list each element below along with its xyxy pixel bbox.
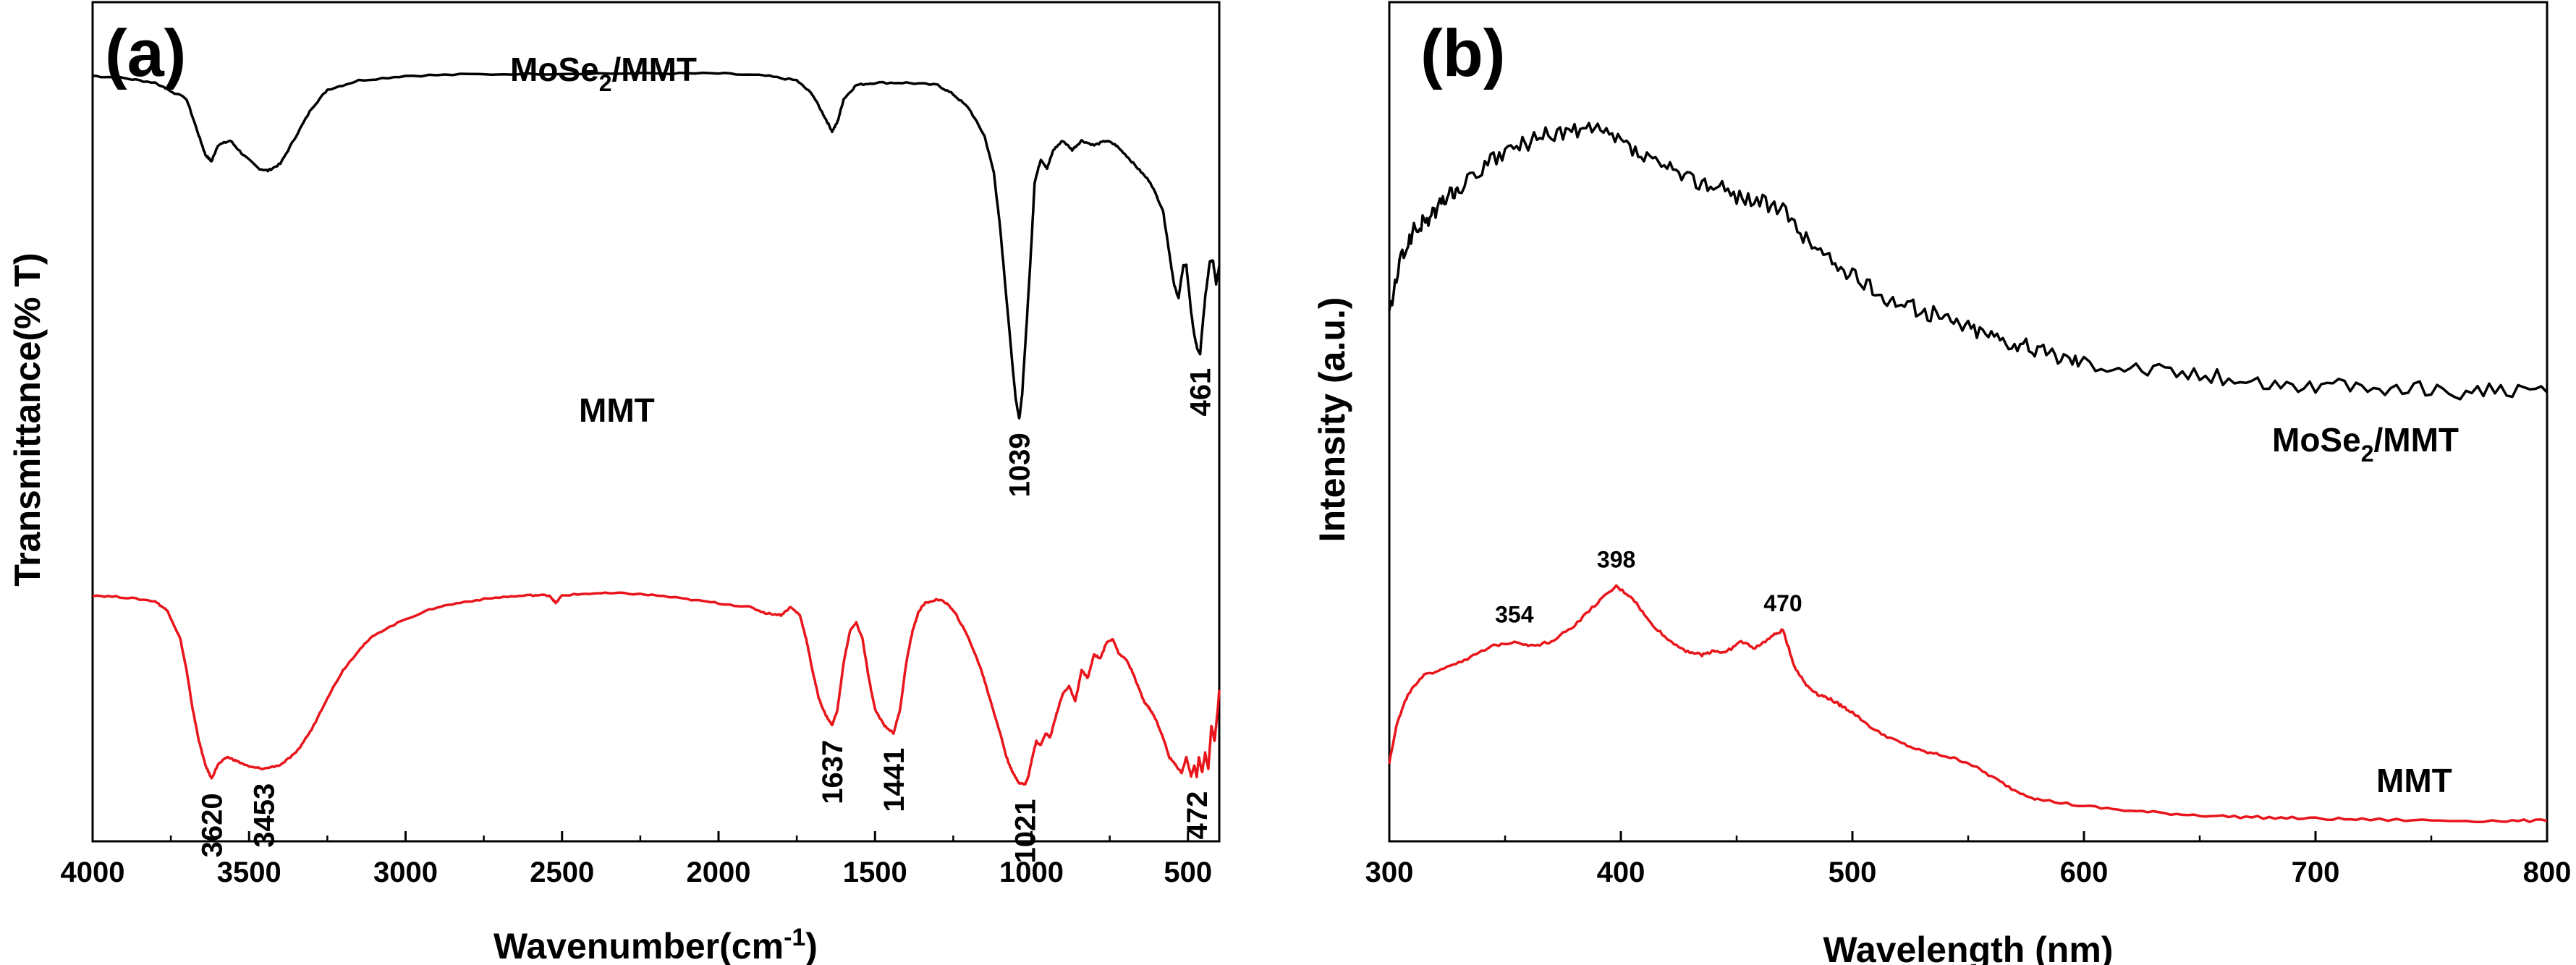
x-tick-label: 500 bbox=[1164, 856, 1212, 888]
panel-b-series-label-mose2-mmt: MoSe2/MMT bbox=[2272, 421, 2459, 467]
x-tick-label: 300 bbox=[1365, 856, 1414, 888]
x-tick-label: 700 bbox=[2292, 856, 2340, 888]
x-tick-label: 600 bbox=[2060, 856, 2109, 888]
peak-label: 354 bbox=[1495, 602, 1534, 628]
peak-label: 3620 bbox=[196, 793, 228, 857]
x-tick-label: 2500 bbox=[530, 856, 594, 888]
panel-b-series-label-mmt: MMT bbox=[2376, 762, 2452, 799]
x-tick-label: 3500 bbox=[217, 856, 281, 888]
peak-label: 461 bbox=[1185, 368, 1217, 417]
panel-b-y-axis-title: Intensity (a.u.) bbox=[1312, 297, 1352, 543]
panel-b-label: (b) bbox=[1420, 17, 1505, 90]
panel-a-series-label-mose2-mmt: MoSe2/MMT bbox=[510, 51, 697, 96]
panel-a-peak-annotations: 3620 3453 1637 1441 1021 472 1039 461 bbox=[196, 368, 1216, 864]
panel-b-pl: (b) 300 400 500 600 700 800 Wavelength (nm) I… bbox=[1312, 1, 2572, 965]
panel-b-series-mose2-mmt-line bbox=[1388, 122, 2549, 401]
panel-a-label: (a) bbox=[105, 17, 186, 90]
peak-label: 1039 bbox=[1004, 433, 1036, 497]
peak-label: 472 bbox=[1182, 791, 1213, 840]
x-tick-label: 800 bbox=[2523, 856, 2572, 888]
panel-a-x-ticks bbox=[91, 831, 1190, 841]
panel-a-x-axis-title: Wavenumber(cm-1) bbox=[493, 924, 818, 965]
peak-label: 1637 bbox=[817, 740, 849, 804]
panel-a-plot-frame bbox=[91, 1, 1221, 843]
peak-label: 3453 bbox=[249, 783, 281, 848]
x-tick-label: 500 bbox=[1829, 856, 1877, 888]
panel-b-x-tick-labels: 300 400 500 600 700 800 bbox=[1365, 856, 2572, 888]
x-tick-label: 1500 bbox=[843, 856, 907, 888]
panel-a-series-label-mmt: MMT bbox=[579, 391, 655, 429]
panel-a-series-mose2-mmt-line bbox=[92, 71, 1221, 420]
panel-a-y-axis-title: Transmittance(% T) bbox=[7, 252, 48, 586]
peak-label: 1441 bbox=[878, 748, 910, 812]
panel-a-x-tick-labels: 4000 3500 3000 2500 2000 1500 1000 500 bbox=[61, 856, 1213, 888]
x-tick-label: 3000 bbox=[373, 856, 438, 888]
peak-label: 470 bbox=[1763, 590, 1802, 616]
x-tick-label: 4000 bbox=[61, 856, 125, 888]
x-tick-label: 400 bbox=[1597, 856, 1645, 888]
panel-a-series-mmt-line bbox=[92, 591, 1221, 786]
peak-label: 398 bbox=[1597, 547, 1635, 573]
x-tick-label: 2000 bbox=[687, 856, 751, 888]
peak-label: 1021 bbox=[1009, 799, 1041, 864]
x-tick-label: 1000 bbox=[999, 856, 1064, 888]
panel-a-ftir: (a) 4000 3500 3000 2500 2000 1500 1000 500 Wave… bbox=[7, 1, 1221, 965]
panel-b-x-ticks bbox=[1388, 831, 2549, 841]
panel-b-series-mmt-line bbox=[1388, 584, 2548, 824]
panel-b-peak-annotations: 354 398 470 bbox=[1495, 547, 1802, 628]
panel-b-x-axis-title: Wavelength (nm) bbox=[1823, 930, 2114, 965]
